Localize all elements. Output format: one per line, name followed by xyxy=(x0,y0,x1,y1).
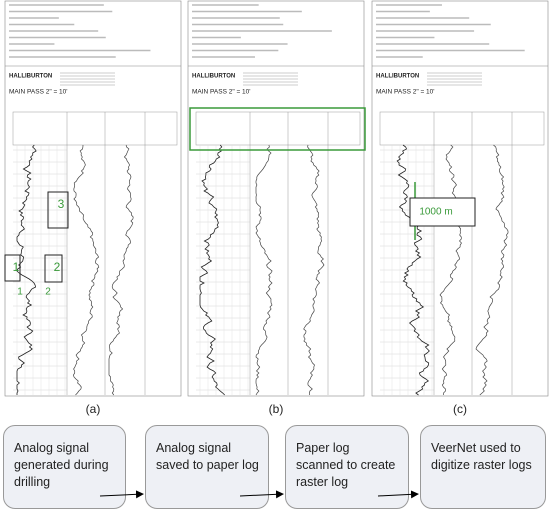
logo: HALLIBURTON xyxy=(9,74,52,80)
log-curve xyxy=(16,144,37,395)
marker-box xyxy=(44,254,63,283)
log-panels: HALLIBURTON MAIN PASS 2" = 10' (a) HALLIBUR… xyxy=(4,0,549,416)
step-text: Analog signal generated during drilling xyxy=(14,441,109,489)
log-curve xyxy=(303,144,325,396)
step-text: Analog signal saved to paper log xyxy=(156,441,259,472)
logo: HALLIBURTON xyxy=(376,74,419,80)
marker-label: 1 xyxy=(17,287,23,298)
marker-label: 3 xyxy=(58,197,65,211)
log-curve xyxy=(73,144,100,396)
pass-label: MAIN PASS 2" = 10' xyxy=(9,89,68,96)
pass-label: MAIN PASS 2" = 10' xyxy=(192,89,251,96)
panel-label: (c) xyxy=(453,402,467,416)
highlight-box xyxy=(189,107,366,151)
step-box: Paper log scanned to create raster log xyxy=(285,425,409,509)
step-text: Paper log scanned to create raster log xyxy=(296,441,396,489)
marker-label: 1 xyxy=(13,260,20,274)
panel-label: (a) xyxy=(86,402,101,416)
callout-label: 1000 m xyxy=(419,207,452,218)
log-page xyxy=(187,0,365,397)
marker-label: 2 xyxy=(54,260,61,274)
step-text: VeerNet used to digitize raster logs xyxy=(431,441,532,472)
step-box: Analog signal generated during drilling xyxy=(3,425,126,509)
marker-label: 2 xyxy=(45,287,51,298)
marker-box xyxy=(4,254,21,282)
logo: HALLIBURTON xyxy=(192,74,235,80)
pass-label: MAIN PASS 2" = 10' xyxy=(376,89,435,96)
callout-box xyxy=(409,197,476,227)
column-header xyxy=(195,111,361,146)
marker-box xyxy=(47,191,69,229)
log-curve xyxy=(108,144,134,396)
panel-label: (b) xyxy=(269,402,284,416)
log-curve xyxy=(255,144,273,396)
log-curve xyxy=(199,144,225,396)
step-box: Analog signal saved to paper log xyxy=(145,425,269,509)
column-header xyxy=(379,111,545,146)
column-header xyxy=(12,111,178,146)
log-page xyxy=(4,0,182,397)
log-curve xyxy=(439,144,462,396)
log-curve xyxy=(396,144,430,396)
step-box: VeerNet used to digitize raster logs xyxy=(420,425,546,509)
log-curve xyxy=(475,144,509,396)
